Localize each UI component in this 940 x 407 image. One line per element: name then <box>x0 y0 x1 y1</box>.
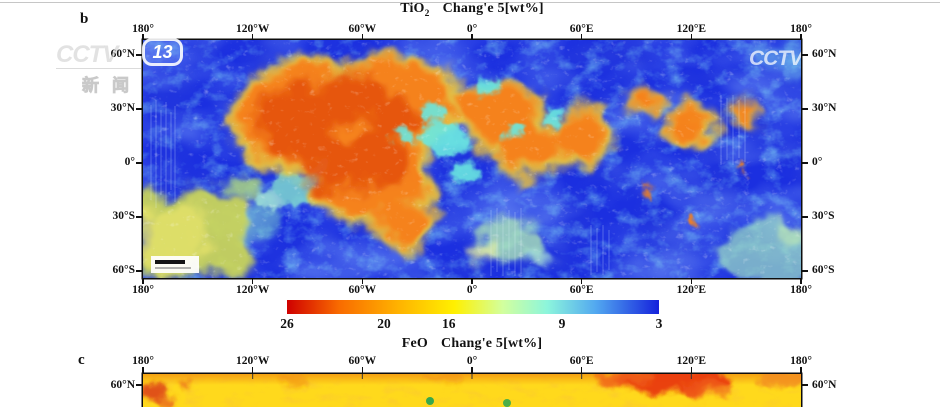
latitude-tick-label: 30°N <box>110 102 135 114</box>
longitude-tick-label: 180° <box>790 23 812 35</box>
panel-b-title-formula: TiO <box>400 1 425 16</box>
longitude-tick-label: 60°E <box>569 355 594 367</box>
longitude-tick-label: 180° <box>132 23 154 35</box>
cctv-logo-text: CCTV <box>56 41 118 68</box>
tick-mark <box>801 162 808 164</box>
longitude-tick-label: 60°W <box>348 284 377 296</box>
colorbar-tick-label: 3 <box>655 316 663 331</box>
longitude-tick-label: 120°E <box>676 355 707 367</box>
tio2-colorbar <box>287 300 659 314</box>
cctv-news-caption: 新闻 <box>82 76 142 96</box>
feo-abundance-map <box>143 374 801 407</box>
tick-mark <box>801 108 808 110</box>
longitude-tick-label: 180° <box>790 284 812 296</box>
scale-bar-line <box>155 260 185 264</box>
tick-mark <box>136 216 143 218</box>
tick-mark <box>136 270 143 272</box>
colorbar-tick-label: 9 <box>558 316 566 331</box>
feo-map-art <box>143 374 801 407</box>
tick-mark <box>252 367 254 373</box>
tick-mark <box>471 279 473 284</box>
tio2-abundance-map: CCTV <box>143 40 801 278</box>
tick-mark <box>136 384 143 386</box>
panel-c-letter: c <box>78 352 85 368</box>
tick-mark <box>142 367 144 373</box>
tick-mark <box>581 367 583 373</box>
latitude-tick-label: 0° <box>812 156 823 168</box>
cctv-channel-badge: 13 <box>142 38 183 66</box>
tick-mark <box>142 279 144 284</box>
tick-mark <box>252 34 254 39</box>
latitude-tick-label: 0° <box>124 156 135 168</box>
latitude-tick-label: 30°S <box>112 210 136 222</box>
longitude-tick-label: 120°E <box>676 284 707 296</box>
longitude-tick-label: 0° <box>466 284 478 296</box>
tick-mark <box>800 34 802 39</box>
tick-mark <box>801 384 808 386</box>
tick-mark <box>361 279 363 284</box>
tick-mark <box>800 279 802 284</box>
tick-mark <box>690 367 692 373</box>
longitude-tick-label: 60°E <box>569 284 594 296</box>
tick-mark <box>801 54 808 56</box>
longitude-tick-label: 180° <box>132 355 154 367</box>
longitude-tick-label: 0° <box>466 23 478 35</box>
panel-b-title-source: Chang'e 5[wt%] <box>442 1 544 16</box>
scale-bar-ruler <box>155 267 191 269</box>
panel-c-lat-label-right: 60°N <box>812 378 837 391</box>
panel-b-title: TiO2 Chang'e 5[wt%] <box>143 1 801 19</box>
tick-mark <box>136 54 143 56</box>
longitude-tick-label: 0° <box>466 355 478 367</box>
tick-mark <box>471 367 473 373</box>
tio2-map-art <box>143 40 801 278</box>
tick-mark <box>252 279 254 284</box>
longitude-tick-label: 120°W <box>235 23 270 35</box>
latitude-tick-label: 60°N <box>812 48 837 60</box>
latitude-tick-label: 60°S <box>112 264 136 276</box>
cctv-channel-number: 13 <box>152 41 173 62</box>
panel-c-lat-label-left: 60°N <box>110 378 135 391</box>
tick-mark <box>690 279 692 284</box>
tick-mark <box>800 367 802 373</box>
frame-top-divider <box>0 2 940 3</box>
tick-mark <box>581 34 583 39</box>
tick-mark <box>361 34 363 39</box>
panel-c-title-formula: FeO <box>401 336 429 351</box>
panel-c-title: FeO Chang'e 5[wt%] <box>143 336 801 352</box>
tick-mark <box>581 279 583 284</box>
tick-mark <box>136 108 143 110</box>
tick-mark <box>801 270 808 272</box>
cctv-watermark-right: CCTV <box>749 47 801 70</box>
latitude-tick-label: 30°S <box>812 210 835 222</box>
tick-mark <box>471 34 473 39</box>
colorbar-tick-label: 20 <box>377 316 391 331</box>
tick-mark <box>361 367 363 373</box>
longitude-tick-label: 60°E <box>569 23 594 35</box>
longitude-tick-label: 120°W <box>235 355 270 367</box>
latitude-tick-label: 30°N <box>812 102 837 114</box>
latitude-tick-label: 60°N <box>110 48 135 60</box>
cctv-logo-underline <box>56 67 141 69</box>
longitude-tick-label: 60°W <box>348 23 377 35</box>
map-scale-bar <box>151 256 199 273</box>
panel-c-title-source: Chang'e 5[wt%] <box>441 336 543 351</box>
longitude-tick-label: 60°W <box>348 355 377 367</box>
tick-mark <box>136 162 143 164</box>
tick-mark <box>142 34 144 39</box>
longitude-tick-label: 180° <box>790 355 812 367</box>
longitude-tick-label: 120°W <box>235 284 270 296</box>
longitude-tick-label: 120°E <box>676 23 707 35</box>
tick-mark <box>801 216 808 218</box>
longitude-tick-label: 180° <box>132 284 154 296</box>
panel-b-title-subscript: 2 <box>424 8 430 19</box>
latitude-tick-label: 60°S <box>812 264 835 276</box>
colorbar-tick-label: 26 <box>280 316 294 331</box>
colorbar-tick-label: 16 <box>441 316 456 331</box>
panel-b-letter: b <box>80 11 89 27</box>
tick-mark <box>690 34 692 39</box>
